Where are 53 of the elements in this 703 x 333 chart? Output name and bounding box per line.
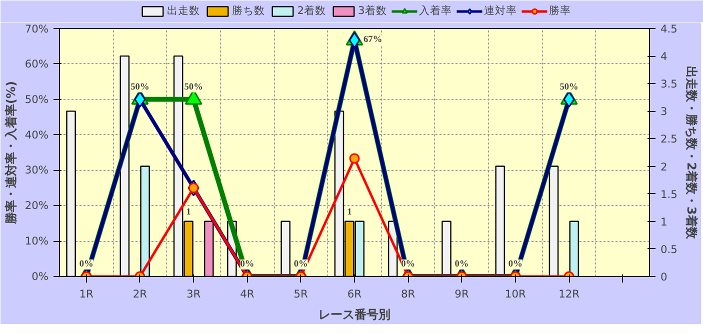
- y-axis-title: 勝率・連対率・入着率(%): [4, 80, 18, 225]
- data-label: 0%: [454, 260, 469, 270]
- x-tick-label: 1R: [79, 288, 94, 300]
- y2-tick-label: 1.5: [660, 188, 678, 201]
- y-tick-label: 20%: [24, 199, 48, 212]
- data-label: 0%: [401, 260, 416, 270]
- x-tick-label: 2R: [132, 288, 148, 300]
- point: [348, 32, 360, 48]
- data-label: 0%: [240, 260, 254, 270]
- data-label: 1: [347, 207, 352, 218]
- data-label: 50%: [560, 82, 578, 92]
- data-label: 0%: [508, 260, 522, 270]
- data-label: 50%: [184, 82, 203, 92]
- y2-tick-label: 0: [660, 270, 668, 284]
- y-tick-label: 60%: [24, 57, 48, 70]
- data-label: 50%: [130, 82, 150, 92]
- x-tick-label: 10R: [504, 288, 526, 300]
- y2-tick-label: 4.5: [660, 22, 678, 36]
- y2-axis-title: 出走数・勝ち数・2着数・3着数: [684, 66, 698, 240]
- y-tick-label: 40%: [24, 128, 48, 142]
- legend-label: 2着数: [297, 4, 326, 18]
- legend-label: 勝ち数: [232, 4, 266, 18]
- data-label: 0%: [79, 260, 94, 270]
- y-tick-label: 0%: [32, 270, 48, 283]
- y2-tick-label: 2: [660, 160, 668, 174]
- y2-tick-label: 0.5: [660, 242, 678, 256]
- x-tick-label: 3R: [186, 288, 202, 300]
- legend-label: 出走数: [167, 4, 200, 18]
- data-label: 1: [186, 207, 192, 218]
- y-tick-label: 50%: [24, 92, 48, 106]
- point: [563, 91, 575, 108]
- point: [134, 91, 146, 108]
- legend-label: 3着数: [358, 4, 387, 18]
- y2-tick-label: 2.5: [660, 132, 678, 146]
- x-tick-label: 9R: [454, 288, 470, 300]
- legend-label: 連対率: [484, 4, 517, 18]
- data-label: 0%: [294, 260, 308, 270]
- x-tick-label: 8R: [401, 288, 416, 300]
- x-tick-label: 4R: [240, 288, 255, 300]
- x-tick-label: 12R: [558, 288, 580, 300]
- y2-tick-label: 3.5: [660, 78, 678, 91]
- data-label: 67%: [364, 35, 382, 46]
- y2-tick-label: 3: [660, 105, 668, 118]
- y2-tick-label: 1: [660, 215, 668, 228]
- y-tick-label: 70%: [24, 22, 48, 36]
- legend-label: 入着率: [418, 4, 452, 18]
- x-tick-label: 6R: [347, 288, 362, 300]
- x-tick-label: 5R: [294, 288, 309, 300]
- y-tick-label: 30%: [24, 164, 48, 177]
- legend-label: 勝率: [548, 4, 571, 18]
- y-tick-label: 10%: [24, 234, 48, 248]
- x-axis-title: レース番号別: [318, 308, 390, 322]
- y2-tick-label: 4: [660, 50, 668, 64]
